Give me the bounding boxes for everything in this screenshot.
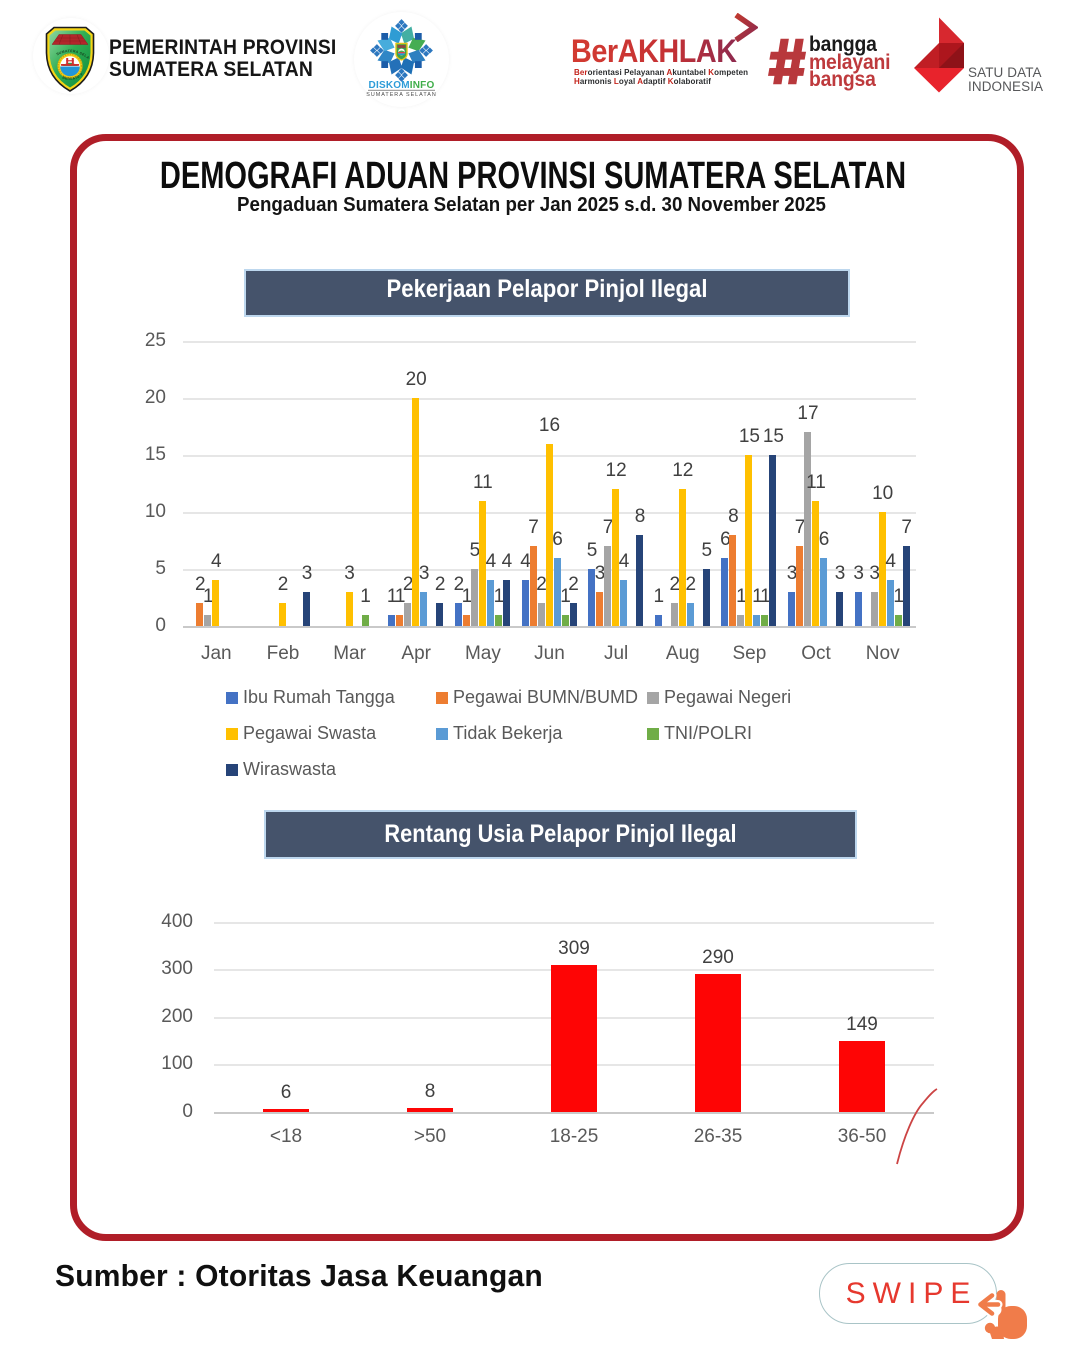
svg-text:DISKOMINFO: DISKOMINFO	[369, 80, 435, 91]
svg-text:SUMATERA SELATAN: SUMATERA SELATAN	[366, 92, 437, 98]
